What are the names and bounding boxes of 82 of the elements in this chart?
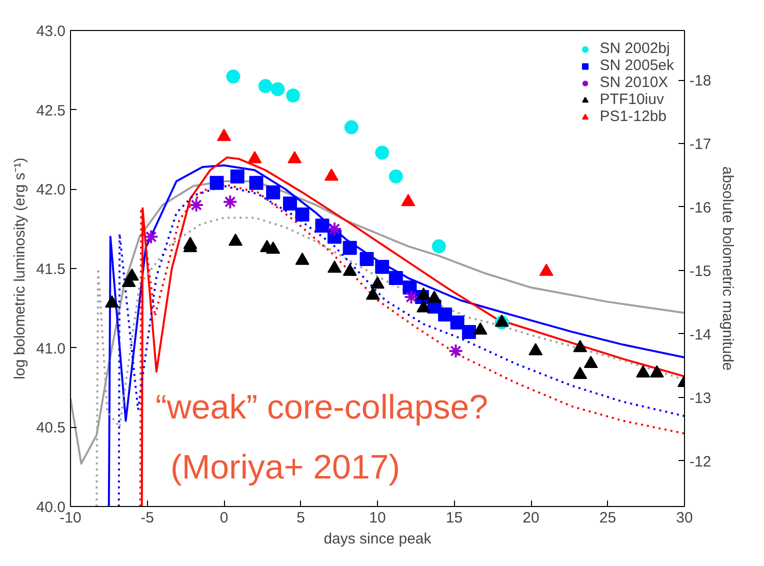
- point: [266, 241, 280, 254]
- point: [286, 88, 300, 103]
- point: [432, 239, 446, 254]
- legend-label: PTF10iuv: [600, 91, 664, 108]
- point: [270, 82, 285, 96]
- x-tick-label: 25: [599, 510, 616, 526]
- point: [650, 365, 664, 378]
- point: [473, 322, 488, 335]
- point: [230, 169, 244, 184]
- y-tick-label: 41.0: [36, 340, 66, 358]
- legend-label: SN 2010X: [600, 74, 668, 91]
- point: [248, 151, 262, 164]
- point: [283, 196, 298, 210]
- point: [539, 264, 554, 276]
- point: [636, 365, 650, 378]
- x-axis-title: days since peak: [324, 530, 432, 548]
- point: [124, 268, 139, 281]
- point: [226, 70, 240, 84]
- annotation: “weak” core-collapse?: [156, 388, 488, 426]
- y-tick-label: 40.0: [36, 499, 66, 516]
- point: [573, 366, 588, 380]
- x-tick-label: 5: [296, 510, 305, 526]
- point: [370, 276, 384, 289]
- y-tick-label: 42.0: [36, 182, 66, 199]
- x-tick-label: 10: [369, 510, 386, 526]
- point: [344, 120, 358, 134]
- point: [210, 176, 224, 190]
- point: [404, 290, 419, 305]
- legend-label: PS1-12bb: [600, 108, 666, 125]
- point: [528, 343, 543, 356]
- x-tick-label: 0: [220, 510, 228, 526]
- annotation: (Moriya+ 2017): [170, 448, 400, 486]
- point: [328, 260, 342, 273]
- point: [144, 229, 159, 244]
- y2-tick-label: -18: [690, 72, 712, 90]
- point: [266, 185, 280, 200]
- y2-tick-label: -14: [690, 326, 712, 344]
- point: [494, 314, 509, 327]
- x-tick-label: -5: [140, 510, 154, 526]
- point: [573, 340, 588, 352]
- point: [342, 240, 357, 255]
- y2-tick-label: -15: [690, 262, 712, 280]
- x-tick-label: 15: [446, 510, 463, 526]
- legend-label: SN 2002bj: [600, 40, 670, 57]
- point: [327, 221, 342, 236]
- point: [258, 79, 272, 94]
- point: [401, 194, 416, 206]
- point: [342, 264, 357, 276]
- y2-tick-label: -12: [690, 453, 712, 470]
- point: [288, 151, 302, 164]
- legend-label: SN 2005ek: [600, 57, 674, 74]
- point: [375, 146, 390, 160]
- y2-tick-label: -13: [690, 390, 712, 407]
- y-axis-title: log bolometric luminosity (erg s⁻¹): [11, 158, 28, 380]
- point: [360, 252, 374, 266]
- point: [375, 260, 390, 274]
- y-tick-label: 42.5: [36, 102, 66, 120]
- y-tick-label: 43.0: [36, 23, 66, 40]
- x-tick-label: 30: [676, 510, 693, 526]
- point: [427, 290, 442, 303]
- y2-tick-label: -17: [690, 136, 712, 153]
- y-tick-label: 40.5: [36, 420, 66, 437]
- point: [249, 176, 264, 190]
- point: [295, 252, 310, 265]
- x-tick-label: 20: [522, 510, 540, 526]
- point: [450, 315, 464, 330]
- point: [462, 324, 476, 339]
- point: [584, 356, 598, 368]
- point: [228, 234, 243, 246]
- y2-tick-label: -16: [690, 199, 712, 216]
- point: [104, 295, 119, 308]
- y2-axis-title: absolute bolometric magnitude: [719, 166, 736, 371]
- point: [222, 194, 238, 210]
- point: [416, 300, 431, 312]
- point: [366, 287, 380, 300]
- y-tick-label: 41.5: [36, 261, 66, 278]
- point: [315, 218, 330, 233]
- point: [388, 271, 403, 286]
- point: [416, 287, 431, 300]
- point: [295, 208, 310, 222]
- point: [188, 198, 204, 213]
- point: [388, 169, 403, 184]
